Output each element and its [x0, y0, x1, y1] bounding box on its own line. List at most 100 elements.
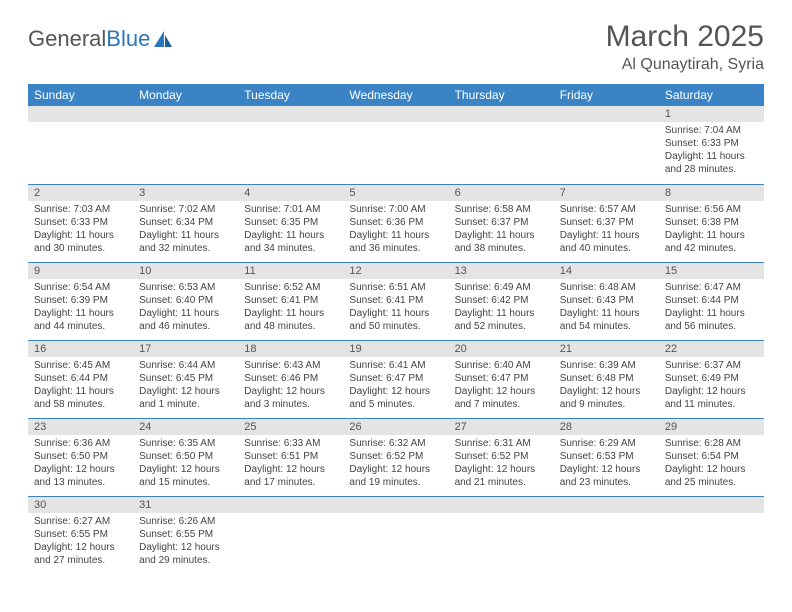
- day-number: 1: [659, 106, 764, 122]
- daylight-text: Daylight: 12 hours and 27 minutes.: [34, 541, 127, 567]
- calendar-day-cell: 4Sunrise: 7:01 AMSunset: 6:35 PMDaylight…: [238, 184, 343, 262]
- calendar-day-cell: 14Sunrise: 6:48 AMSunset: 6:43 PMDayligh…: [554, 262, 659, 340]
- day-number: 19: [343, 341, 448, 357]
- sunset-text: Sunset: 6:52 PM: [455, 450, 548, 463]
- calendar-day-cell: 13Sunrise: 6:49 AMSunset: 6:42 PMDayligh…: [449, 262, 554, 340]
- sunrise-text: Sunrise: 6:31 AM: [455, 437, 548, 450]
- day-number: 21: [554, 341, 659, 357]
- sunrise-text: Sunrise: 6:40 AM: [455, 359, 548, 372]
- calendar-day-cell: 29Sunrise: 6:28 AMSunset: 6:54 PMDayligh…: [659, 418, 764, 496]
- daylight-text: Daylight: 11 hours and 42 minutes.: [665, 229, 758, 255]
- daylight-text: Daylight: 11 hours and 50 minutes.: [349, 307, 442, 333]
- sunset-text: Sunset: 6:41 PM: [349, 294, 442, 307]
- day-details: Sunrise: 6:51 AMSunset: 6:41 PMDaylight:…: [343, 279, 448, 337]
- daylight-text: Daylight: 12 hours and 29 minutes.: [139, 541, 232, 567]
- daylight-text: Daylight: 11 hours and 28 minutes.: [665, 150, 758, 176]
- calendar-day-cell: 16Sunrise: 6:45 AMSunset: 6:44 PMDayligh…: [28, 340, 133, 418]
- sunset-text: Sunset: 6:46 PM: [244, 372, 337, 385]
- day-details: Sunrise: 6:37 AMSunset: 6:49 PMDaylight:…: [659, 357, 764, 415]
- calendar-day-cell: 1Sunrise: 7:04 AMSunset: 6:33 PMDaylight…: [659, 106, 764, 184]
- day-header: Tuesday: [238, 84, 343, 106]
- calendar-day-cell: 22Sunrise: 6:37 AMSunset: 6:49 PMDayligh…: [659, 340, 764, 418]
- sunset-text: Sunset: 6:42 PM: [455, 294, 548, 307]
- sunset-text: Sunset: 6:41 PM: [244, 294, 337, 307]
- day-number: 12: [343, 263, 448, 279]
- calendar-empty-cell: [554, 106, 659, 184]
- day-header: Thursday: [449, 84, 554, 106]
- day-number: 30: [28, 497, 133, 513]
- day-number: [449, 497, 554, 513]
- calendar-day-cell: 28Sunrise: 6:29 AMSunset: 6:53 PMDayligh…: [554, 418, 659, 496]
- sunset-text: Sunset: 6:40 PM: [139, 294, 232, 307]
- daylight-text: Daylight: 12 hours and 21 minutes.: [455, 463, 548, 489]
- calendar-day-cell: 12Sunrise: 6:51 AMSunset: 6:41 PMDayligh…: [343, 262, 448, 340]
- calendar-day-cell: 9Sunrise: 6:54 AMSunset: 6:39 PMDaylight…: [28, 262, 133, 340]
- day-header: Wednesday: [343, 84, 448, 106]
- day-header: Friday: [554, 84, 659, 106]
- sunset-text: Sunset: 6:45 PM: [139, 372, 232, 385]
- sunrise-text: Sunrise: 6:35 AM: [139, 437, 232, 450]
- sunset-text: Sunset: 6:54 PM: [665, 450, 758, 463]
- daylight-text: Daylight: 11 hours and 56 minutes.: [665, 307, 758, 333]
- sunset-text: Sunset: 6:52 PM: [349, 450, 442, 463]
- calendar-day-cell: 20Sunrise: 6:40 AMSunset: 6:47 PMDayligh…: [449, 340, 554, 418]
- day-number: [554, 497, 659, 513]
- sunrise-text: Sunrise: 6:56 AM: [665, 203, 758, 216]
- day-details: Sunrise: 6:35 AMSunset: 6:50 PMDaylight:…: [133, 435, 238, 493]
- day-details: Sunrise: 6:43 AMSunset: 6:46 PMDaylight:…: [238, 357, 343, 415]
- daylight-text: Daylight: 11 hours and 52 minutes.: [455, 307, 548, 333]
- calendar-empty-cell: [343, 106, 448, 184]
- day-number: 4: [238, 185, 343, 201]
- calendar-empty-cell: [449, 496, 554, 574]
- daylight-text: Daylight: 11 hours and 36 minutes.: [349, 229, 442, 255]
- sunrise-text: Sunrise: 6:32 AM: [349, 437, 442, 450]
- calendar-day-cell: 26Sunrise: 6:32 AMSunset: 6:52 PMDayligh…: [343, 418, 448, 496]
- daylight-text: Daylight: 11 hours and 38 minutes.: [455, 229, 548, 255]
- sunset-text: Sunset: 6:47 PM: [455, 372, 548, 385]
- day-number: 18: [238, 341, 343, 357]
- calendar-empty-cell: [449, 106, 554, 184]
- sunset-text: Sunset: 6:51 PM: [244, 450, 337, 463]
- calendar-day-cell: 11Sunrise: 6:52 AMSunset: 6:41 PMDayligh…: [238, 262, 343, 340]
- calendar-empty-cell: [554, 496, 659, 574]
- day-details: Sunrise: 6:44 AMSunset: 6:45 PMDaylight:…: [133, 357, 238, 415]
- sunrise-text: Sunrise: 6:54 AM: [34, 281, 127, 294]
- sunrise-text: Sunrise: 6:41 AM: [349, 359, 442, 372]
- daylight-text: Daylight: 12 hours and 25 minutes.: [665, 463, 758, 489]
- sunrise-text: Sunrise: 7:02 AM: [139, 203, 232, 216]
- daylight-text: Daylight: 12 hours and 23 minutes.: [560, 463, 653, 489]
- day-details: Sunrise: 7:04 AMSunset: 6:33 PMDaylight:…: [659, 122, 764, 180]
- day-number: 29: [659, 419, 764, 435]
- sunset-text: Sunset: 6:50 PM: [34, 450, 127, 463]
- sunrise-text: Sunrise: 6:33 AM: [244, 437, 337, 450]
- sunset-text: Sunset: 6:48 PM: [560, 372, 653, 385]
- day-number: 22: [659, 341, 764, 357]
- sunrise-text: Sunrise: 6:43 AM: [244, 359, 337, 372]
- daylight-text: Daylight: 11 hours and 40 minutes.: [560, 229, 653, 255]
- month-title: March 2025: [606, 20, 764, 54]
- day-details: Sunrise: 6:28 AMSunset: 6:54 PMDaylight:…: [659, 435, 764, 493]
- sunset-text: Sunset: 6:34 PM: [139, 216, 232, 229]
- day-details: Sunrise: 6:40 AMSunset: 6:47 PMDaylight:…: [449, 357, 554, 415]
- daylight-text: Daylight: 12 hours and 19 minutes.: [349, 463, 442, 489]
- day-details: Sunrise: 6:53 AMSunset: 6:40 PMDaylight:…: [133, 279, 238, 337]
- sunrise-text: Sunrise: 6:27 AM: [34, 515, 127, 528]
- sunset-text: Sunset: 6:44 PM: [34, 372, 127, 385]
- sunset-text: Sunset: 6:53 PM: [560, 450, 653, 463]
- day-header: Saturday: [659, 84, 764, 106]
- day-number: 31: [133, 497, 238, 513]
- calendar-week-row: 2Sunrise: 7:03 AMSunset: 6:33 PMDaylight…: [28, 184, 764, 262]
- calendar-day-cell: 5Sunrise: 7:00 AMSunset: 6:36 PMDaylight…: [343, 184, 448, 262]
- calendar-day-cell: 3Sunrise: 7:02 AMSunset: 6:34 PMDaylight…: [133, 184, 238, 262]
- daylight-text: Daylight: 11 hours and 34 minutes.: [244, 229, 337, 255]
- calendar-day-cell: 7Sunrise: 6:57 AMSunset: 6:37 PMDaylight…: [554, 184, 659, 262]
- daylight-text: Daylight: 12 hours and 17 minutes.: [244, 463, 337, 489]
- day-number: 7: [554, 185, 659, 201]
- day-number: 25: [238, 419, 343, 435]
- brand-part2: Blue: [106, 26, 150, 52]
- day-details: Sunrise: 6:57 AMSunset: 6:37 PMDaylight:…: [554, 201, 659, 259]
- day-details: Sunrise: 6:45 AMSunset: 6:44 PMDaylight:…: [28, 357, 133, 415]
- sunset-text: Sunset: 6:47 PM: [349, 372, 442, 385]
- sunrise-text: Sunrise: 6:44 AM: [139, 359, 232, 372]
- daylight-text: Daylight: 11 hours and 46 minutes.: [139, 307, 232, 333]
